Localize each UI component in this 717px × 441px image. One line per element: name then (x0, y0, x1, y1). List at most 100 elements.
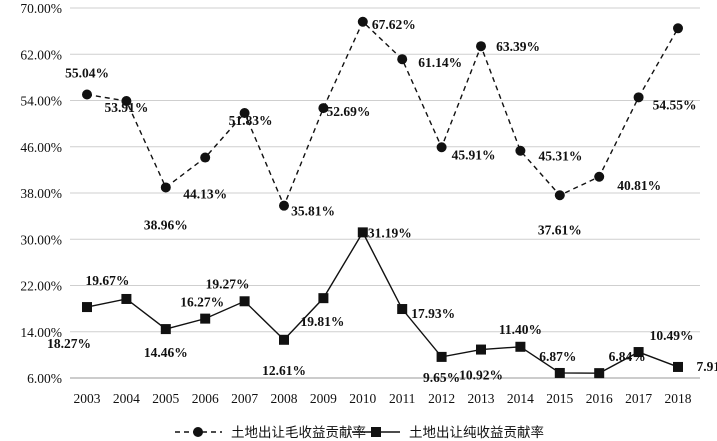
legend-circle-marker (193, 427, 203, 437)
data-label: 16.27% (180, 295, 224, 310)
x-tick-label: 2008 (271, 391, 298, 406)
net-data-point (633, 347, 644, 358)
net-data-point (397, 304, 408, 315)
data-label: 10.49% (650, 328, 694, 343)
gross-data-point (397, 54, 408, 65)
data-label: 40.81% (617, 178, 661, 193)
net-data-point (279, 334, 289, 345)
data-label: 14.46% (144, 345, 188, 360)
data-label: 55.04% (65, 65, 109, 80)
data-label: 35.81% (291, 204, 335, 219)
gross-data-point (318, 103, 329, 114)
x-tick-label: 2014 (507, 391, 534, 406)
y-tick-label: 46.00% (20, 140, 62, 155)
gross-data-point (673, 23, 683, 34)
data-label: 51.83% (229, 113, 273, 128)
net-data-point (554, 367, 565, 378)
legend: 土地出让毛收益贡献率 土地出让纯收益贡献率 (175, 424, 544, 440)
data-label: 37.61% (538, 222, 582, 237)
x-tick-label: 2017 (625, 391, 652, 406)
data-label: 19.67% (85, 273, 129, 288)
data-label: 38.96% (144, 217, 188, 232)
grid-lines (70, 7, 700, 379)
net-data-point (160, 324, 171, 335)
data-label: 10.92% (459, 368, 503, 383)
data-label: 19.81% (300, 314, 344, 329)
gross-data-point (239, 108, 250, 119)
data-label: 61.14% (418, 55, 462, 70)
series-group (82, 16, 683, 379)
x-tick-label: 2003 (74, 391, 101, 406)
gross-data-point (121, 96, 132, 107)
x-tick-label: 2004 (113, 391, 140, 406)
data-label: 63.39% (496, 39, 540, 54)
data-label: 67.62% (372, 17, 416, 32)
data-label: 7.91% (696, 359, 717, 374)
y-axis-tick-labels: 6.00% 14.00% 22.00% 30.00% 38.00% 46.00% 54.00… (20, 1, 62, 386)
net-revenue-series-line (86, 230, 679, 374)
net-data-point (436, 351, 447, 362)
net-data-point (239, 296, 250, 307)
x-tick-label: 2012 (428, 391, 455, 406)
gross-data-point (279, 200, 289, 211)
gross-data-point (476, 41, 486, 52)
x-tick-label: 2005 (152, 391, 179, 406)
data-label: 6.84% (609, 349, 646, 364)
x-tick-label: 2018 (665, 391, 692, 406)
x-axis: 2003 2004 2005 2006 2007 2008 2009 2010 2011 2012… (70, 377, 700, 406)
legend-label: 土地出让纯收益贡献率 (409, 424, 544, 440)
x-tick-label: 2006 (192, 391, 219, 406)
data-label: 18.27% (47, 336, 91, 351)
legend-label: 土地出让毛收益贡献率 (231, 424, 366, 440)
net-data-point (476, 344, 486, 355)
net-data-point (200, 313, 211, 324)
net-data-point (82, 302, 92, 313)
x-tick-label: 2016 (586, 391, 613, 406)
data-label: 45.91% (452, 147, 496, 162)
gross-data-point (200, 152, 211, 163)
gross-data-point (82, 89, 92, 100)
data-label: 12.61% (262, 363, 306, 378)
gross-data-point (357, 16, 368, 27)
x-tick-label: 2007 (231, 391, 258, 406)
gross-data-point (436, 142, 447, 153)
net-data-point (318, 293, 329, 304)
net-data-point (121, 293, 132, 304)
y-tick-label: 38.00% (20, 186, 62, 201)
x-tick-label: 2009 (310, 391, 337, 406)
y-tick-label: 6.00% (27, 371, 62, 386)
gross-data-point (594, 171, 605, 182)
gross-revenue-series-line (86, 20, 679, 208)
x-tick-label: 2011 (389, 391, 416, 406)
data-label: 53.91% (104, 100, 148, 115)
data-label: 31.19% (368, 225, 412, 240)
data-label: 54.55% (653, 97, 697, 112)
gross-data-point (160, 182, 171, 193)
gross-data-point (554, 190, 565, 201)
y-tick-label: 14.00% (20, 325, 62, 340)
y-tick-label: 54.00% (20, 94, 62, 109)
gross-data-point (515, 145, 526, 156)
data-label: 45.31% (538, 149, 582, 164)
net-data-point (515, 341, 526, 352)
gross-data-point (633, 92, 644, 103)
net-data-point (673, 361, 683, 372)
legend-square-marker (371, 427, 381, 437)
data-label: 11.40% (499, 322, 542, 337)
data-labels: 55.04% 53.91% 38.96% 44.13% 51.83% 35.81% 52.6… (47, 0, 717, 385)
data-label: 9.65% (423, 370, 460, 385)
y-tick-label: 70.00% (20, 1, 62, 16)
y-tick-label: 62.00% (20, 47, 62, 62)
x-tick-label: 2015 (546, 391, 573, 406)
data-label: 6.87% (539, 349, 576, 364)
net-data-point (357, 227, 368, 238)
x-tick-label: 2013 (468, 391, 495, 406)
y-tick-label: 22.00% (20, 279, 62, 294)
x-tick-label: 2010 (349, 391, 376, 406)
data-label: 17.93% (411, 306, 455, 321)
data-label: 52.69% (326, 104, 370, 119)
data-label: 44.13% (183, 187, 227, 202)
y-tick-label: 30.00% (20, 232, 62, 247)
data-label: 19.27% (206, 276, 250, 291)
